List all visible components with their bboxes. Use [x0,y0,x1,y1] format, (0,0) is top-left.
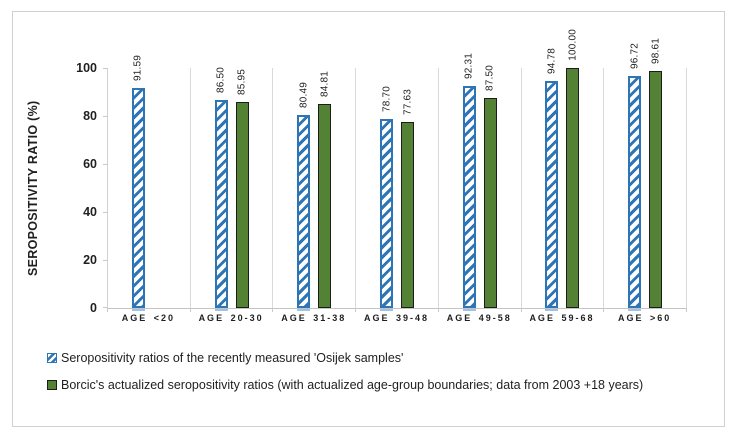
y-tick-label-40: 40 [83,205,97,219]
y-tick-label-80: 80 [83,109,97,123]
bar-slot: 78.70 [380,68,394,311]
bar-osijek-1 [214,100,228,311]
data-label-borcic-2: 84.81 [319,71,331,98]
data-label-borcic-3: 77.63 [402,88,414,115]
legend: Seropositivity ratios of the recently me… [47,351,707,405]
x-axis-labels: AGE <20 AGE 20-30 AGE 31-38 AGE 39-48 AGE 49… [107,313,686,323]
y-tick-label-20: 20 [83,253,97,267]
category-group-5: 94.78 100.00 [522,29,605,312]
data-label-osijek-4: 92.31 [463,53,475,80]
bar-borcic-2 [318,104,332,308]
y-tick-label-60: 60 [83,157,97,171]
y-tick-label-0: 0 [90,301,97,315]
x-axis-label-0: AGE <20 [121,313,175,323]
data-label-osijek-0: 91.59 [132,55,144,82]
y-tick-label-100: 100 [76,61,97,75]
bar-osijek-6 [628,75,642,312]
plot-area: 91.59 86.50 85.95 80.49 84.81 78.70 77.63 92.31… [103,29,688,312]
bar-borcic-4 [483,98,497,308]
x-axis-label-5: AGE 59-68 [529,313,595,323]
bar-osijek-2 [297,114,311,312]
bar-borcic-6 [649,71,663,308]
bar-osijek-5 [545,80,559,312]
bar-osijek-3 [380,119,394,311]
bar-groups: 91.59 86.50 85.95 80.49 84.81 78.70 77.63 92.31… [108,29,688,312]
x-axis-label-2: AGE 31-38 [281,313,347,323]
bar-borcic-5 [566,68,580,308]
bar-slot: 80.49 [297,68,311,312]
y-tick-mark [103,212,108,213]
y-tick-mark [103,68,108,69]
bar-slot: 100.00 [566,29,580,308]
bar-slot: 85.95 [235,68,249,308]
y-axis-tick-labels: 0 20 40 60 80 100 [0,61,97,315]
bar-osijek-4 [462,86,476,311]
x-axis-label-3: AGE 39-48 [364,313,430,323]
data-label-osijek-6: 96.72 [629,42,641,69]
y-tick-mark [103,307,108,308]
bar-slot: 92.31 [462,53,476,311]
bar-slot: 98.61 [649,38,663,308]
bar-slot: 84.81 [318,68,332,308]
legend-item-osijek: Seropositivity ratios of the recently me… [47,351,707,365]
x-axis-label-4: AGE 49-58 [446,313,512,323]
x-axis-label-1: AGE 20-30 [198,313,264,323]
bar-slot: 86.50 [214,67,228,311]
data-label-borcic-1: 85.95 [236,68,248,95]
x-axis-label-6: AGE >60 [618,313,672,323]
category-group-0: 91.59 [108,55,191,312]
legend-label-osijek: Seropositivity ratios of the recently me… [61,351,404,365]
bar-slot: 94.78 [545,48,559,312]
data-label-osijek-3: 78.70 [381,86,393,113]
data-label-osijek-5: 94.78 [546,47,558,74]
category-group-3: 78.70 77.63 [356,68,439,312]
bar-osijek-0 [131,88,145,311]
category-group-4: 92.31 87.50 [439,53,522,312]
bar-slot: 77.63 [401,68,415,308]
bar-slot [153,68,166,308]
data-label-osijek-2: 80.49 [298,81,310,108]
figure-border [12,11,725,427]
bar-slot: 87.50 [483,64,497,308]
y-tick-mark [103,164,108,165]
legend-marker-solid-green-icon [47,380,57,390]
legend-marker-hatched-blue-icon [47,353,57,363]
category-group-1: 86.50 85.95 [191,67,274,312]
y-tick-mark [103,116,108,117]
data-label-osijek-1: 86.50 [215,67,227,94]
data-label-borcic-6: 98.61 [650,38,662,65]
bar-borcic-1 [235,101,249,308]
category-group-6: 96.72 98.61 [604,38,688,312]
data-label-borcic-4: 87.50 [484,64,496,91]
y-tick-mark [103,260,108,261]
bar-borcic-3 [401,121,415,308]
legend-label-borcic: Borcic's actualized seropositivity ratio… [61,378,644,392]
category-group-2: 80.49 84.81 [273,68,357,312]
bar-slot: 96.72 [628,43,642,312]
bar-slot: 91.59 [131,55,145,311]
data-label-borcic-5: 100.00 [567,29,579,61]
legend-item-borcic: Borcic's actualized seropositivity ratio… [47,378,707,392]
